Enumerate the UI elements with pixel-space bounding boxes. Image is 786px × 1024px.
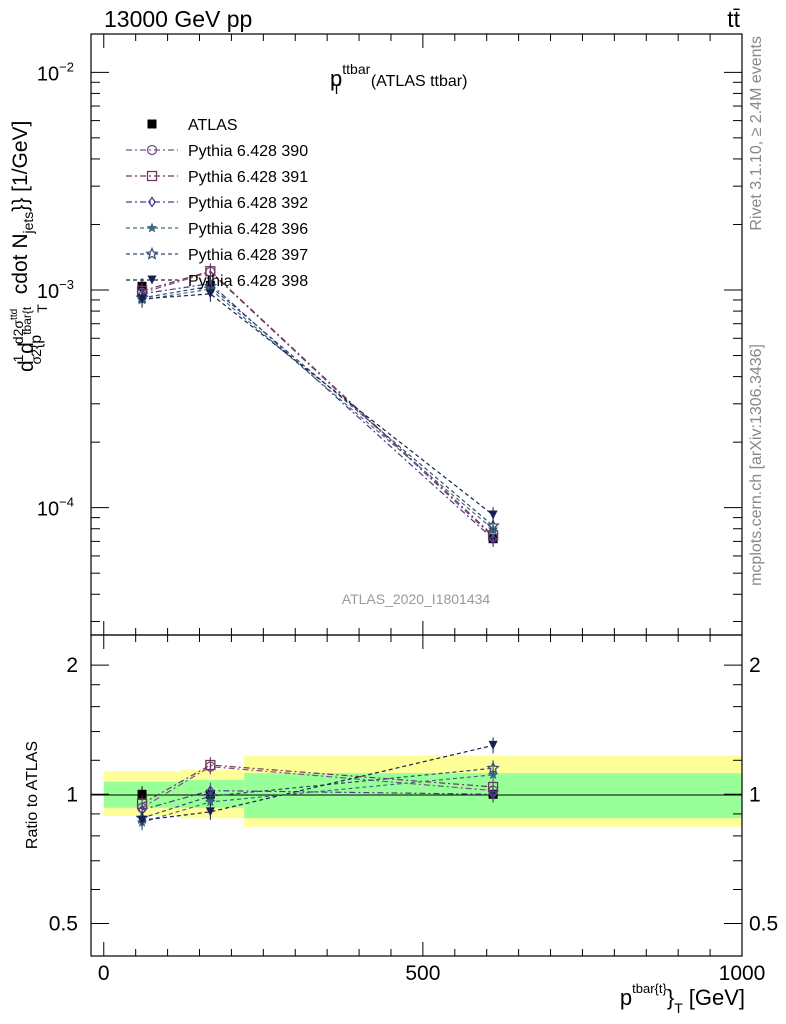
y-tick-label-main: 10−2: [37, 59, 74, 85]
mcplots-source-label: mcplots.cern.ch [arXiv:1306.3436]: [748, 344, 765, 586]
ratio-data-point: [205, 807, 215, 817]
legend-label: Pythia 6.428 391: [188, 169, 308, 186]
main-series-line: [142, 293, 494, 516]
main-data-point: [137, 294, 147, 304]
ratio-uncertainty-bands: [103, 755, 743, 827]
legend-label: Pythia 6.428 397: [188, 247, 308, 264]
analysis-id-label: ATLAS_2020_I1801434: [342, 591, 491, 607]
legend-label: ATLAS: [188, 117, 238, 134]
main-series-line: [141, 270, 494, 536]
y-tick-label-ratio-right: 0.5: [749, 912, 778, 935]
final-state-label: tt̄: [727, 6, 740, 32]
y-tick-label-ratio: 0.5: [49, 912, 78, 935]
main-series-line: [141, 282, 494, 540]
ratio-data-point: [486, 761, 500, 774]
main-series-line: [141, 285, 494, 527]
axis-tick-labels: 0 500 1000 10−4 10−3 10−2 0.5 0.5 1 1 2 2: [37, 59, 778, 985]
x-tick-label: 1000: [719, 962, 766, 985]
main-series-layer: [135, 263, 500, 547]
plot-title: pttbar T (ATLAS ttbar): [330, 61, 467, 97]
main-data-point: [486, 518, 500, 532]
ratio-data-point: [488, 740, 498, 750]
main-data-point: [489, 533, 498, 545]
legend-marker: [146, 144, 158, 156]
y-tick-label-main: 10−4: [37, 495, 74, 521]
legend-marker: [146, 170, 158, 182]
rivet-version-label: Rivet 3.1.10, ≥ 2.4M events: [748, 36, 765, 231]
legend-marker: [146, 222, 158, 233]
y-tick-label-ratio: 2: [66, 654, 78, 677]
x-axis-label: ptbar{t}}T [GeV]: [620, 981, 745, 1016]
legend-label: Pythia 6.428 396: [188, 221, 308, 238]
ratio-series-line: [141, 744, 494, 821]
ratio-data-point: [205, 759, 216, 771]
legend-marker: [147, 275, 157, 285]
legend-marker: [148, 196, 156, 208]
y-tick-label-ratio-right: 1: [749, 783, 761, 806]
ratio-data-point: [137, 789, 147, 799]
x-tick-label: 0: [98, 962, 110, 985]
ratio-series-layer: [135, 737, 500, 831]
x-tick-label: 500: [405, 962, 440, 985]
legend-label: Pythia 6.428 392: [188, 195, 308, 212]
y-axis-label-ratio: Ratio to ATLAS: [24, 741, 41, 849]
y-tick-label-ratio: 1: [66, 783, 78, 806]
legend-marker: [145, 246, 159, 260]
ratio-data-point: [203, 789, 218, 802]
ratio-data-point: [489, 788, 498, 800]
ratio-data-point: [137, 815, 147, 825]
y-tick-label-main: 10−3: [37, 277, 74, 303]
main-series-line: [141, 288, 494, 530]
legend-label: Pythia 6.428 398: [188, 273, 308, 290]
ratio-panel-frame: [90, 634, 743, 957]
main-data-point: [488, 510, 498, 520]
legend-marker: [147, 119, 157, 129]
legend-label: Pythia 6.428 390: [188, 143, 308, 160]
process-label: 13000 GeV pp: [104, 6, 252, 32]
ratio-series-line: [141, 764, 494, 805]
main-data-point: [205, 289, 215, 299]
y-tick-label-ratio-right: 2: [749, 654, 761, 677]
legend: ATLAS Pythia 6.428 390 Pythia 6.428 391 Pyt…: [126, 117, 308, 290]
axis-ticks: [91, 34, 743, 956]
y-axis-label-main: d1 σdd2σttd2{ptbar{tTcdot Njets}} [1/GeV]: [9, 121, 50, 372]
main-series-line: [141, 271, 494, 538]
